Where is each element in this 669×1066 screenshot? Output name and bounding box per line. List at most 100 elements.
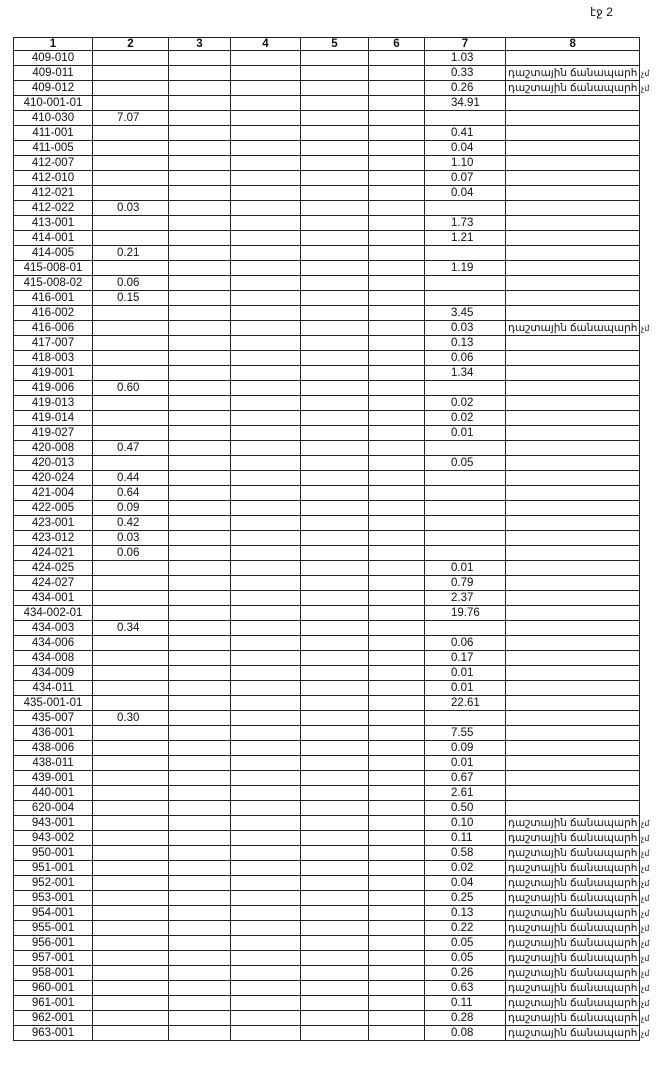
column-4-cell: [230, 155, 301, 171]
column-5-cell: [300, 110, 369, 126]
column-2-value: [92, 755, 169, 771]
parcel-code-cell-text: 419-001: [31, 367, 75, 379]
column-6-cell: [368, 515, 425, 531]
column-2-value: [92, 365, 169, 381]
column-2-value: [92, 185, 169, 201]
parcel-code-cell-text: 412-007: [31, 157, 75, 169]
note-cell: [504, 170, 641, 186]
column-7-value-text: 0.01: [451, 667, 474, 679]
note-cell: [504, 545, 641, 561]
parcel-code-cell: 438-006: [13, 740, 93, 756]
parcel-code-cell-text: 434-009: [31, 667, 75, 679]
column-5-cell: [300, 380, 369, 396]
column-7-value-text: 0.11: [451, 997, 473, 1009]
note-cell-text: դաշտային ճանապարհ: [508, 1012, 638, 1024]
column-4-cell: [230, 650, 301, 666]
column-5-cell: [300, 245, 369, 261]
parcel-code-cell: 435-007: [13, 710, 93, 726]
column-4-cell: [230, 1025, 301, 1041]
column-7-value-text: 0.28: [451, 1012, 474, 1024]
column-3-cell: [168, 500, 231, 516]
column-7-value-text: 2.61: [451, 787, 474, 799]
column-4-cell: [230, 425, 301, 441]
column-5-cell: [300, 335, 369, 351]
parcel-code-cell: 952-001: [13, 875, 93, 891]
column-5-cell: [300, 695, 369, 711]
column-4-cell: [230, 545, 301, 561]
column-6-cell: [368, 245, 425, 261]
parcel-code-cell: 409-012: [13, 80, 93, 96]
note-cell: դաշտային ճանապարհ չմ: [504, 890, 649, 906]
parcel-code-cell: 419-013: [13, 395, 93, 411]
parcel-code-cell: 438-011: [13, 755, 93, 771]
column-7-value-text: 0.06: [451, 637, 474, 649]
column-3-cell: [168, 1025, 231, 1041]
column-7-value-text: 2.37: [451, 592, 474, 604]
column-7-value: [424, 530, 506, 546]
parcel-code-cell: 420-008: [13, 440, 93, 456]
column-7-value: 1.34: [424, 365, 506, 381]
table-row: 961-001 0.11 դաշտային ճանապարհ չմ: [13, 995, 649, 1011]
column-6-cell: [368, 50, 425, 66]
parcel-code-cell: 419-006: [13, 380, 93, 396]
column-header: 4: [230, 37, 301, 51]
note-cell: [504, 635, 641, 651]
column-4-cell: [230, 365, 301, 381]
column-5-cell: [300, 320, 369, 336]
column-5-cell: [300, 905, 369, 921]
table-row: 419-014 0.02: [13, 410, 641, 426]
column-6-cell: [368, 275, 425, 291]
parcel-code-cell: 943-001: [13, 815, 93, 831]
column-2-value: 0.42: [92, 515, 169, 531]
column-4-cell: [230, 860, 301, 876]
parcel-code-cell-text: 434-008: [31, 652, 75, 664]
column-2-value: [92, 575, 169, 591]
column-5-cell: [300, 590, 369, 606]
column-7-value: 0.33: [424, 65, 506, 81]
parcel-code-cell: 412-022: [13, 200, 93, 216]
parcel-code-cell: 419-027: [13, 425, 93, 441]
table-row: 435-001-01 22.61: [13, 695, 641, 711]
column-5-cell: [300, 230, 369, 246]
column-3-cell: [168, 440, 231, 456]
note-cell: [504, 695, 641, 711]
column-7-value-text: 0.26: [451, 967, 474, 979]
parcel-code-cell-text: 420-008: [31, 442, 75, 454]
column-5-cell: [300, 1025, 369, 1041]
table-row: 419-006 0.60: [13, 380, 641, 396]
column-4-cell: [230, 260, 301, 276]
column-3-cell: [168, 410, 231, 426]
parcel-code-cell-text: 960-001: [31, 982, 75, 994]
column-5-cell: [300, 125, 369, 141]
column-2-value: 0.47: [92, 440, 169, 456]
column-3-cell: [168, 650, 231, 666]
parcel-code-cell-text: 414-005: [31, 247, 75, 259]
column-7-value: 0.67: [424, 770, 506, 786]
note-overflow-text: չմ: [641, 984, 650, 993]
parcel-code-cell-text: 409-012: [31, 82, 75, 94]
note-cell: [504, 245, 641, 261]
parcel-code-cell: 950-001: [13, 845, 93, 861]
column-2-value: [92, 155, 169, 171]
column-7-value: 0.01: [424, 560, 506, 576]
column-7-value-text: 1.03: [451, 52, 474, 64]
column-7-value-text: 0.03: [451, 322, 474, 334]
column-6-cell: [368, 740, 425, 756]
table-row: 434-006 0.06: [13, 635, 641, 651]
column-4-cell: [230, 890, 301, 906]
column-6-cell: [368, 800, 425, 816]
column-7-value-text: 1.21: [451, 232, 474, 244]
note-cell: դաշտային ճանապարհ չմ: [504, 905, 649, 921]
parcel-code-cell: 943-002: [13, 830, 93, 846]
column-6-cell: [368, 350, 425, 366]
column-2-value: [92, 950, 169, 966]
table-row: 424-025 0.01: [13, 560, 641, 576]
column-4-cell: [230, 1010, 301, 1026]
column-5-cell: [300, 605, 369, 621]
table-row: 440-001 2.61: [13, 785, 641, 801]
note-cell: դաշտային ճանապարհ չմ: [504, 965, 649, 981]
column-7-value: [424, 545, 506, 561]
parcel-code-cell-text: 952-001: [31, 877, 75, 889]
column-7-value-text: 3.45: [451, 307, 474, 319]
note-cell: դաշտային ճանապարհ չմ: [504, 830, 649, 846]
